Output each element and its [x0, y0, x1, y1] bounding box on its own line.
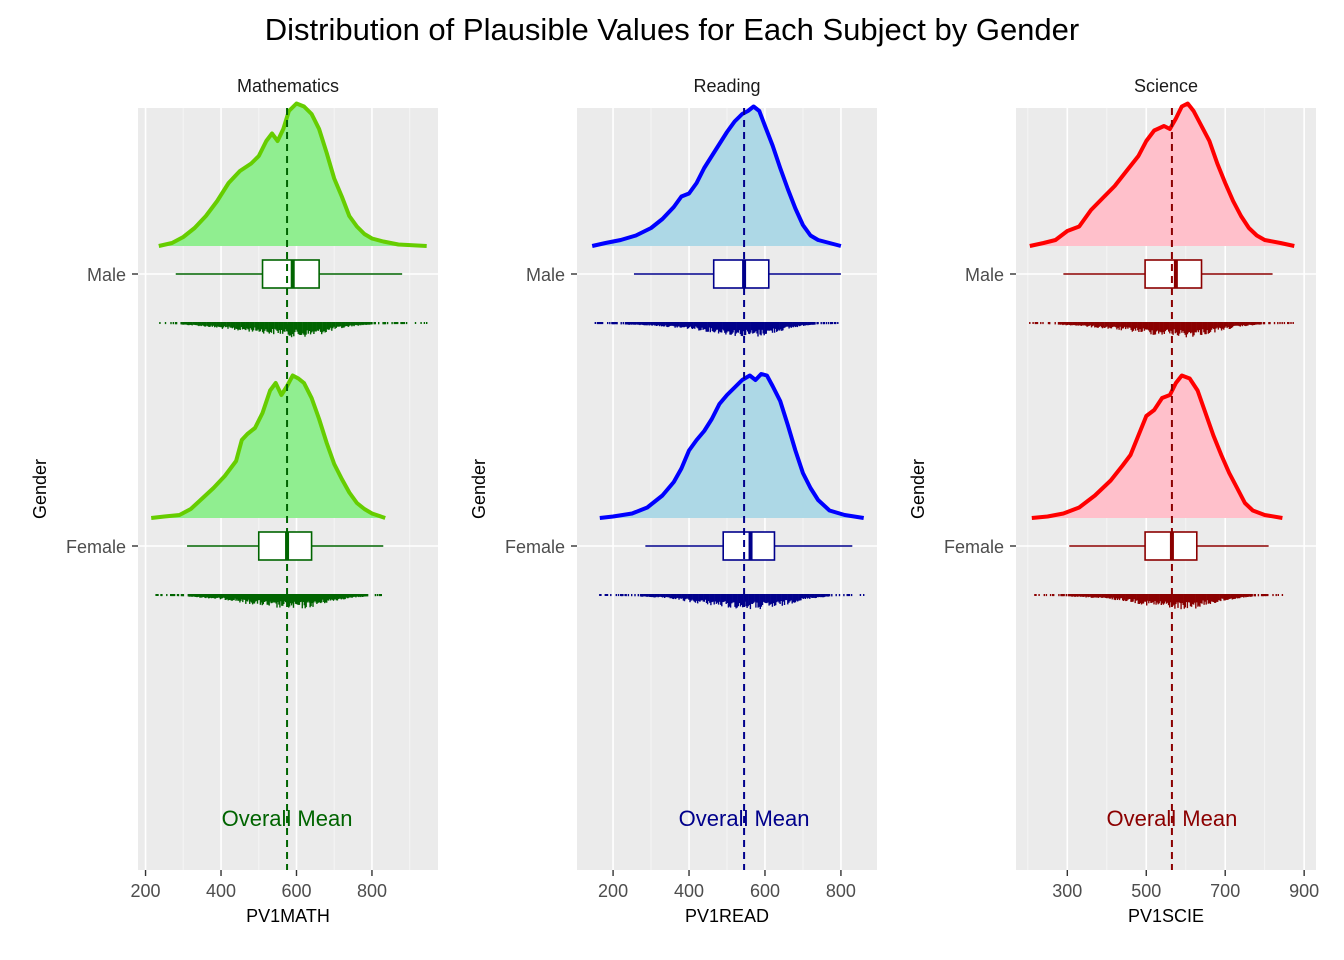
density-outline: [1029, 101, 1295, 248]
x-tick-label: 800: [826, 881, 856, 901]
y-axis-title: Gender: [30, 459, 50, 519]
density-outline: [591, 104, 842, 248]
facet-strip-label: Mathematics: [237, 76, 339, 96]
chart-title: Distribution of Plausible Values for Eac…: [265, 12, 1079, 47]
x-tick-label: 900: [1289, 881, 1319, 901]
group-male: [591, 104, 842, 337]
x-tick-label: 400: [674, 881, 704, 901]
overall-mean-annotation: Overall Mean: [679, 806, 810, 831]
group-male: [158, 101, 428, 338]
x-tick-label: 800: [357, 881, 387, 901]
rain-points: [1034, 594, 1284, 610]
facet-panel-science: Science Overall Mean Female Male 300 500 700 90…: [908, 76, 1319, 926]
facet-panels: Mathematics Overall Mean Female Male 200 400 6…: [30, 76, 1319, 926]
density-cloud: [158, 103, 427, 246]
y-tick-label: Male: [965, 265, 1004, 285]
y-axis-title: Gender: [908, 459, 928, 519]
facet-panel-reading: Reading Overall Mean Female Male 200 400 600 80…: [469, 76, 877, 926]
x-axis-title: PV1MATH: [246, 906, 330, 926]
rain-points: [159, 322, 428, 338]
rain-points: [594, 322, 839, 337]
x-tick-label: 200: [131, 881, 161, 901]
density-cloud: [151, 375, 386, 518]
x-tick-label: 300: [1052, 881, 1082, 901]
box-iqr: [712, 259, 770, 289]
x-tick-label: 200: [598, 881, 628, 901]
x-tick-label: 600: [750, 881, 780, 901]
facet-panel-mathematics: Mathematics Overall Mean Female Male 200 400 6…: [30, 76, 438, 926]
x-tick-label: 700: [1210, 881, 1240, 901]
group-male: [1029, 101, 1295, 338]
y-tick-label: Female: [66, 537, 126, 557]
group-female: [150, 373, 386, 609]
group-female: [599, 372, 865, 610]
y-tick-label: Male: [526, 265, 565, 285]
rain-points: [1029, 322, 1294, 338]
y-tick-label: Female: [944, 537, 1004, 557]
y-axis-title: Gender: [469, 459, 489, 519]
overall-mean-annotation: Overall Mean: [1106, 806, 1237, 831]
x-tick-label: 400: [206, 881, 236, 901]
facet-strip-label: Reading: [693, 76, 760, 96]
x-axis-title: PV1SCIE: [1128, 906, 1204, 926]
y-tick-label: Female: [505, 537, 565, 557]
density-cloud: [599, 374, 864, 518]
density-outline: [158, 101, 427, 248]
density-cloud: [592, 106, 841, 246]
x-axis-title: PV1READ: [685, 906, 769, 926]
overall-mean-annotation: Overall Mean: [222, 806, 353, 831]
density-cloud: [1031, 375, 1283, 518]
density-outline: [150, 373, 386, 520]
x-tick-label: 500: [1131, 881, 1161, 901]
x-tick-label: 600: [281, 881, 311, 901]
density-outline: [599, 372, 865, 520]
density-cloud: [1029, 103, 1295, 246]
box-iqr: [1144, 259, 1203, 289]
y-tick-label: Male: [87, 265, 126, 285]
facet-strip-label: Science: [1134, 76, 1198, 96]
